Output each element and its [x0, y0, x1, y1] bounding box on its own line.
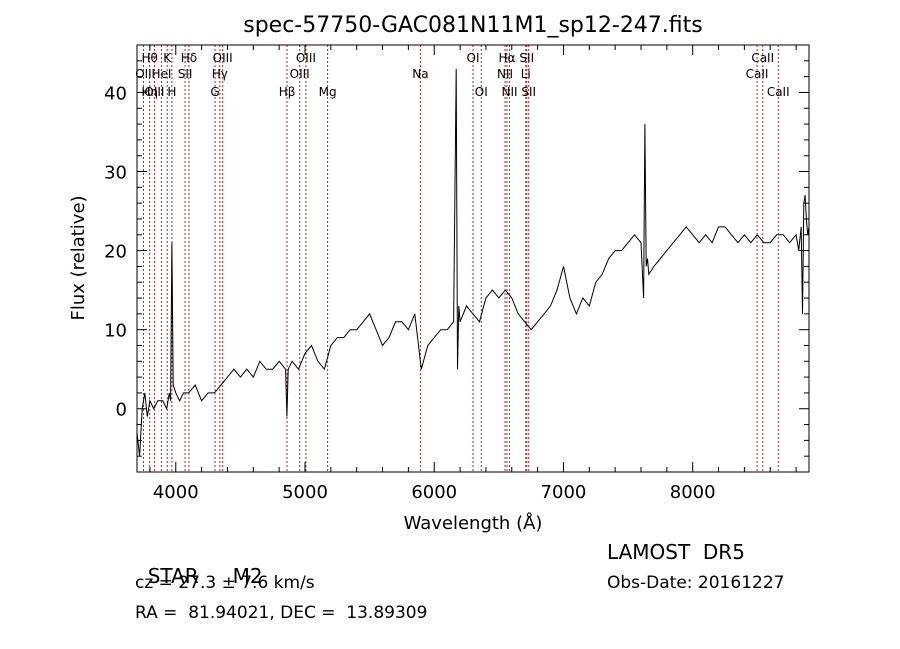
line-label: Li	[521, 67, 531, 81]
line-label: Hα	[499, 51, 516, 65]
object-class: STAR M2	[135, 540, 263, 588]
line-label: Na	[412, 67, 428, 81]
line-label: CaII	[746, 67, 769, 81]
x-tick-label: 7000	[541, 482, 587, 503]
line-label: K	[163, 51, 172, 65]
plot-frame	[136, 44, 810, 473]
line-label: G	[210, 85, 219, 99]
x-tick-label: 6000	[411, 482, 457, 503]
spectrum-line	[136, 68, 810, 457]
class-label: STAR	[147, 564, 199, 588]
y-tick-label: 0	[116, 400, 127, 421]
subclass-label: M2	[232, 564, 263, 588]
line-label: OI	[475, 85, 488, 99]
line-label: CaII	[751, 51, 774, 65]
line-label: OIII	[213, 51, 233, 65]
redshift-label: cz = 27.3 ± 7.6 km/s	[135, 573, 315, 593]
y-tick-label: 10	[104, 321, 127, 342]
survey-label: LAMOST DR5	[607, 540, 745, 564]
line-label: HeI	[151, 67, 171, 81]
line-label: OII	[135, 67, 152, 81]
line-label: Mg	[319, 85, 337, 99]
line-label: SII	[521, 85, 536, 99]
spectrum-series	[136, 68, 810, 457]
y-axis-label: Flux (relative)	[68, 195, 89, 320]
line-label: CaII	[767, 85, 790, 99]
line-label: OIII	[144, 85, 164, 99]
line-label: NII	[497, 67, 513, 81]
chart-title: spec-57750-GAC081N11M1_sp12-247.fits	[243, 13, 703, 38]
line-label: OI	[467, 51, 480, 65]
x-axis: 4000 5000 6000 7000 8000	[149, 45, 797, 503]
x-axis-label: Wavelength (Å)	[404, 512, 543, 534]
line-label: Hδ	[181, 51, 197, 65]
line-label: Hθ	[141, 51, 157, 65]
line-label: Hβ	[279, 85, 296, 99]
x-tick-label: 5000	[282, 482, 328, 503]
line-label: Hη	[141, 85, 158, 99]
x-tick-label: 8000	[670, 482, 716, 503]
emission-line-labels: OIIHθHηOIIIHeIKHSIIHδGHγOIIIHβOIIIOIIIMg…	[135, 51, 789, 99]
line-label: SII	[519, 51, 534, 65]
obs-date-label: Obs-Date: 20161227	[607, 573, 785, 593]
line-label: OIII	[290, 67, 310, 81]
emission-line-markers	[142, 45, 779, 472]
y-tick-label: 40	[104, 83, 127, 104]
line-label: OIII	[296, 51, 316, 65]
y-tick-label: 30	[104, 163, 127, 184]
coordinates-label: RA = 81.94021, DEC = 13.89309	[135, 603, 428, 623]
line-label: SII	[178, 67, 193, 81]
line-label: Hγ	[212, 67, 228, 81]
line-label: H	[167, 85, 176, 99]
y-tick-label: 20	[104, 242, 127, 263]
line-label: NII	[502, 85, 518, 99]
y-axis: 0 10 20 30 40	[104, 44, 809, 473]
x-tick-label: 4000	[153, 482, 199, 503]
